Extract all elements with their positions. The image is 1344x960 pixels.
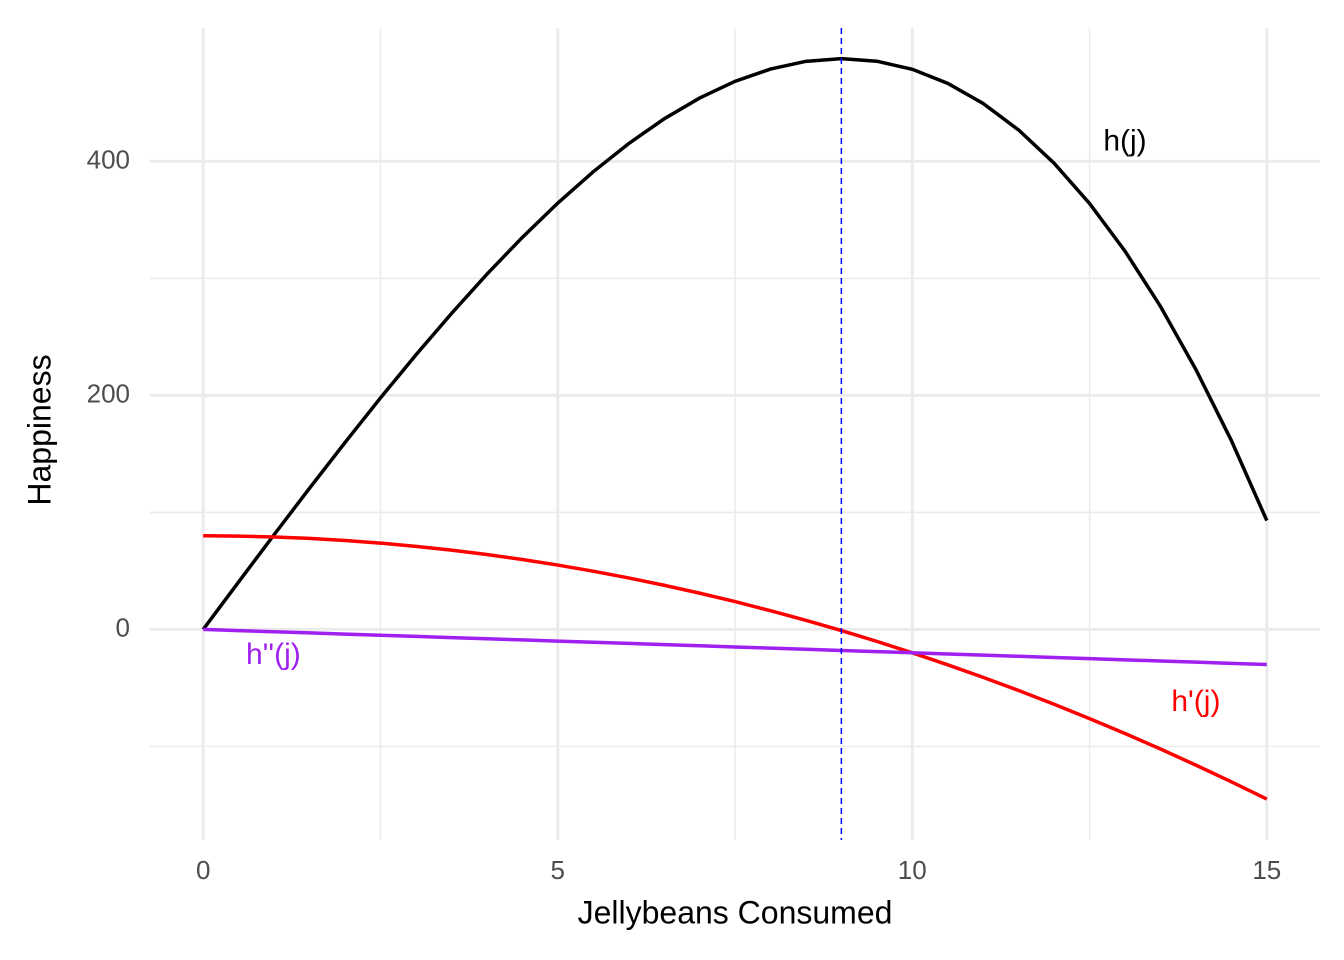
x-axis-title: Jellybeans Consumed [578, 894, 893, 930]
x-tick-label: 5 [550, 855, 564, 885]
line [203, 627, 1267, 667]
x-tick-label: 15 [1252, 855, 1281, 885]
annotation: h'(j) [1171, 685, 1220, 718]
y-tick-label: 0 [116, 612, 130, 642]
y-axis-title: Happiness [21, 354, 57, 505]
y-tick-label: 200 [87, 378, 130, 408]
x-tick-label: 0 [196, 855, 210, 885]
line [201, 56, 1269, 631]
x-tick-label: 10 [898, 855, 927, 885]
annotation: h(j) [1103, 125, 1146, 158]
line [203, 534, 1268, 801]
y-tick-label: 400 [87, 144, 130, 174]
annotation: h''(j) [246, 638, 301, 671]
